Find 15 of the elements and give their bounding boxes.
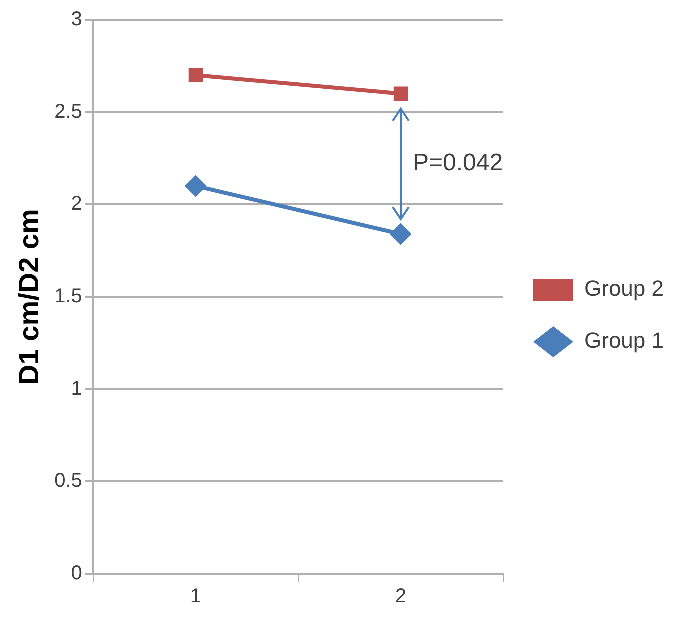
point	[184, 175, 207, 198]
annotation: P=0.042	[412, 150, 504, 177]
legend-label: Group 2	[584, 276, 664, 302]
point	[390, 223, 412, 246]
y-tick-label: 0.5	[54, 470, 82, 492]
y-tick-label: 2	[71, 193, 82, 216]
y-tick-label: 2.5	[54, 100, 82, 123]
y-tick-label: 1	[71, 378, 82, 400]
point	[394, 86, 408, 101]
y-tick-label: 3	[71, 8, 82, 31]
point	[188, 68, 203, 82]
y-tick-label: 0	[71, 562, 82, 585]
y-axis-title: D1 cm/D2 cm	[14, 209, 45, 385]
y-tick-label: 1.5	[54, 286, 82, 308]
legend-label: Group 1	[584, 328, 664, 354]
